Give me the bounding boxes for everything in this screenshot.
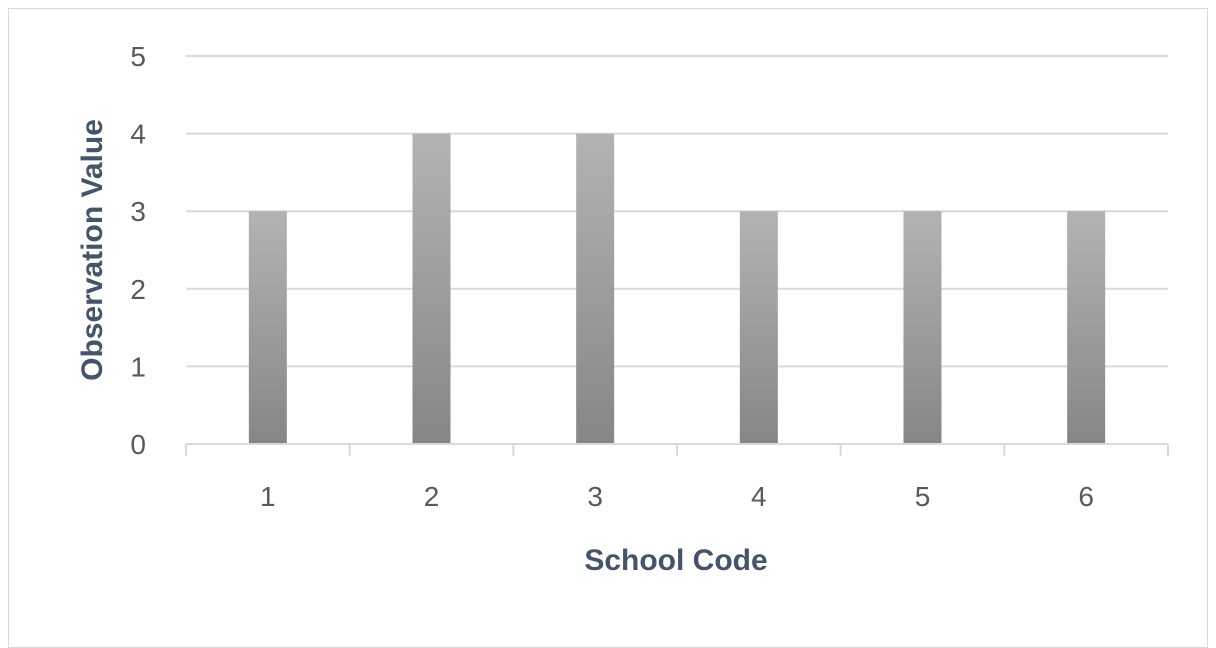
bar-3: [576, 133, 615, 444]
y-tick-label-4: 4: [130, 119, 146, 150]
bar-5: [903, 211, 942, 444]
x-axis: 1 2 3 4 5 6: [185, 443, 1169, 512]
bar-6: [1067, 211, 1106, 444]
y-tick-label-0: 0: [130, 429, 146, 460]
bar-2: [412, 133, 451, 444]
x-tick-label-2: 2: [424, 481, 440, 512]
gridlines: [186, 55, 1168, 368]
bar-4: [739, 211, 778, 444]
y-tick-label-3: 3: [130, 196, 146, 227]
x-tick-label-5: 5: [915, 481, 931, 512]
x-tick-label-6: 6: [1078, 481, 1094, 512]
y-tick-label-5: 5: [130, 41, 146, 72]
y-tick-label-1: 1: [130, 351, 146, 382]
x-tick-label-1: 1: [260, 481, 276, 512]
y-axis-ticks: 0 1 2 3 4 5: [130, 41, 146, 460]
y-axis-title: Observation Value: [76, 119, 109, 381]
bar-chart: 1 2 3 4 5 6 0 1 2 3 4 5 School Code Observation Va…: [76, 41, 1169, 577]
x-tick-label-4: 4: [751, 481, 767, 512]
x-axis-title: School Code: [584, 544, 767, 577]
y-tick-label-2: 2: [130, 274, 146, 305]
bar-1: [248, 211, 287, 444]
bars: [248, 133, 1106, 444]
x-tick-label-3: 3: [587, 481, 603, 512]
